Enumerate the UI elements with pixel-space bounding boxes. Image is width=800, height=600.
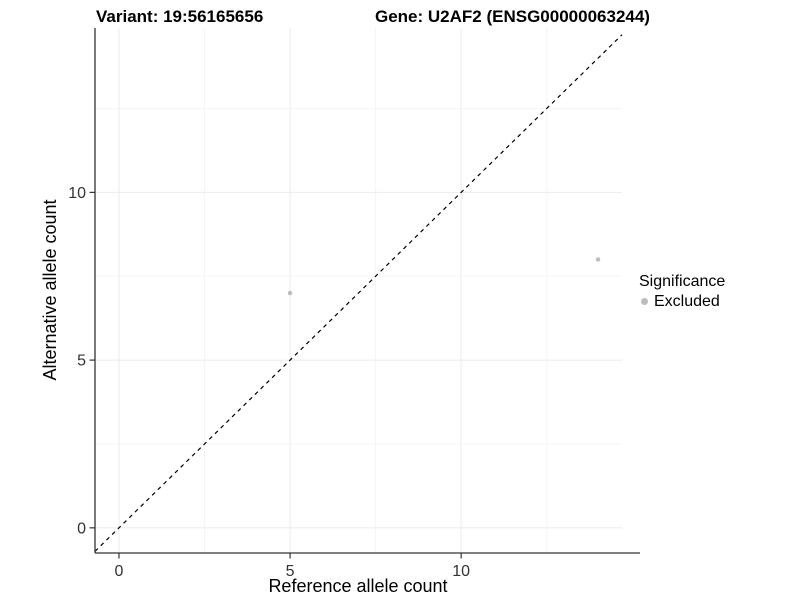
legend-item-excluded: Excluded <box>639 292 725 311</box>
y-tick-label: 10 <box>68 185 86 202</box>
identity-line <box>94 34 623 552</box>
y-axis-label: Alternative allele count <box>40 199 60 380</box>
x-axis-label: Reference allele count <box>268 576 447 596</box>
legend-title: Significance <box>639 273 726 290</box>
x-tick-label: 10 <box>452 563 470 580</box>
x-tick-label: 5 <box>286 563 295 580</box>
data-point <box>287 290 293 296</box>
y-tick-label: 5 <box>77 353 86 370</box>
plot-title-gene: Gene: U2AF2 (ENSG00000063244) <box>375 7 650 26</box>
legend-item-label: Excluded <box>654 293 720 310</box>
plot-title-variant: Variant: 19:56165656 <box>96 7 263 26</box>
y-tick-label: 0 <box>77 520 86 537</box>
data-point <box>595 257 601 262</box>
legend: Significance Excluded <box>639 272 725 311</box>
x-tick-label: 0 <box>115 563 124 580</box>
excluded-point-icon <box>641 298 648 305</box>
